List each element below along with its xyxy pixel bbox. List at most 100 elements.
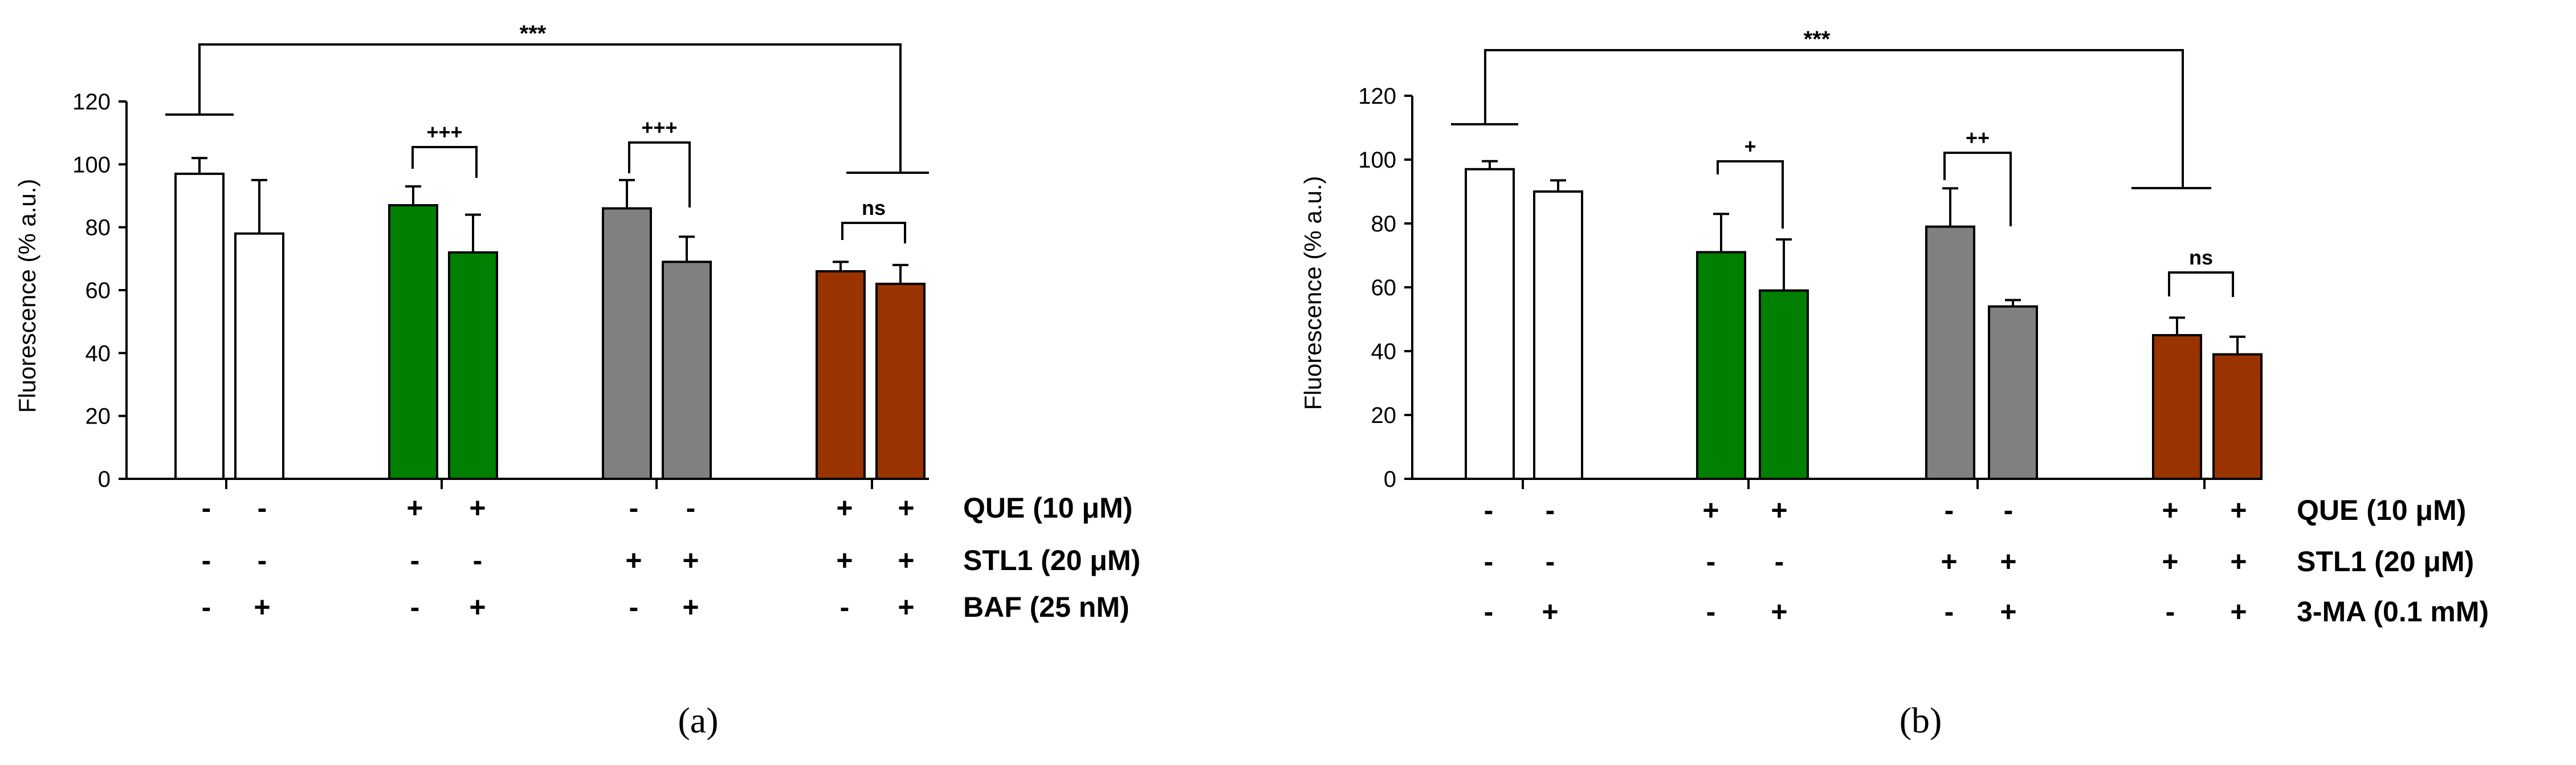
condition-sign: + [469, 591, 486, 623]
bar [2152, 334, 2202, 480]
condition-sign: - [1775, 546, 1784, 577]
condition-sign: - [410, 544, 420, 576]
y-tick-label: 60 [85, 278, 111, 303]
condition-label: 3-MA (0.1 mM) [2297, 596, 2489, 628]
overall-bracket [198, 43, 902, 173]
condition-sign: + [469, 492, 486, 524]
y-tick-label: 40 [85, 341, 111, 366]
bar [1925, 225, 1975, 480]
bar [2212, 353, 2263, 480]
condition-sign: + [1542, 596, 1558, 628]
y-tick-label: 120 [72, 89, 111, 115]
pair-significance: + [1744, 135, 1756, 158]
bar [662, 261, 712, 480]
condition-sign: - [2166, 596, 2175, 628]
bar [1465, 168, 1515, 480]
condition-label: STL1 (20 μM) [963, 544, 1140, 576]
y-tick-label: 0 [98, 467, 111, 492]
y-tick-label: 0 [1384, 467, 1396, 492]
condition-sign: - [1484, 494, 1494, 526]
condition-sign: + [2162, 546, 2178, 577]
condition-sign: - [629, 591, 639, 623]
condition-sign: + [254, 591, 270, 623]
bar [448, 251, 498, 480]
condition-sign: - [202, 492, 211, 524]
condition-sign: - [1484, 546, 1494, 577]
condition-sign: - [258, 492, 267, 524]
condition-label: BAF (25 nM) [963, 591, 1130, 623]
overall-bracket [1484, 49, 2184, 188]
panel-a: 0 20 40 60 80 100 120 Fluorescence (% a.u.) *** +… [14, 21, 1140, 740]
condition-sign: + [2000, 596, 2016, 628]
y-tick-label: 60 [1371, 275, 1397, 300]
pair-significance: ns [862, 196, 886, 219]
bar [1696, 251, 1746, 480]
condition-sign: - [2004, 494, 2013, 526]
pair-bracket [411, 146, 478, 178]
condition-sign: + [2162, 494, 2178, 526]
condition-sign: - [473, 544, 483, 576]
pair-significance: +++ [641, 116, 677, 139]
bar [875, 282, 926, 480]
condition-label: QUE (10 μM) [963, 492, 1132, 524]
condition-sign: + [2230, 494, 2247, 526]
panel-caption: (a) [678, 700, 718, 740]
y-tick-label: 120 [1358, 84, 1396, 109]
condition-sign: - [1706, 596, 1716, 628]
condition-sign: - [1706, 546, 1716, 577]
condition-sign: - [1945, 494, 1954, 526]
condition-sign: - [258, 544, 267, 576]
condition-sign: + [625, 544, 642, 576]
condition-sign: + [898, 544, 914, 576]
overall-significance: *** [520, 21, 547, 46]
pair-significance: ns [2189, 246, 2213, 269]
y-tick-label: 20 [85, 404, 111, 429]
y-axis-label: Fluorescence (% a.u.) [14, 179, 40, 413]
condition-sign: + [1941, 546, 1957, 577]
bar [1759, 289, 1809, 480]
bar [602, 207, 652, 480]
condition-label: QUE (10 μM) [2297, 494, 2466, 526]
condition-sign: - [1484, 596, 1494, 628]
panel-b: 0 20 40 60 80 100 120 Fluorescence (% a.u.) *** +… [1299, 27, 2489, 740]
pair-significance: +++ [426, 120, 462, 144]
condition-label: STL1 (20 μM) [2297, 546, 2474, 577]
pair-bracket [1717, 160, 1784, 229]
pair-significance: ++ [1966, 126, 1990, 149]
bar [388, 204, 438, 480]
condition-sign: + [898, 492, 914, 524]
pair-bracket [1943, 152, 2012, 226]
condition-sign: + [682, 591, 699, 623]
y-tick-label: 80 [1371, 211, 1397, 237]
condition-sign: - [1546, 546, 1555, 577]
condition-sign: - [686, 492, 696, 524]
y-axis-label: Fluorescence (% a.u.) [1299, 176, 1326, 410]
condition-sign: - [629, 492, 639, 524]
condition-sign: + [836, 544, 853, 576]
condition-sign: + [406, 492, 423, 524]
condition-sign: - [202, 591, 211, 623]
bar [816, 270, 866, 480]
condition-sign: + [898, 591, 914, 623]
condition-sign: - [1945, 596, 1954, 628]
y-tick-label: 100 [72, 152, 111, 177]
condition-sign: - [202, 544, 211, 576]
condition-sign: + [2230, 596, 2247, 628]
condition-sign: + [682, 544, 699, 576]
y-tick-label: 80 [85, 215, 111, 241]
condition-sign: + [1771, 494, 1787, 526]
pair-bracket [841, 222, 906, 243]
bar [174, 172, 225, 480]
bar [234, 232, 284, 480]
condition-sign: - [1546, 494, 1555, 526]
condition-sign: + [2000, 546, 2016, 577]
condition-sign: - [840, 591, 850, 623]
condition-sign: + [2230, 546, 2247, 577]
overall-significance: *** [1804, 27, 1831, 52]
pair-bracket [2168, 271, 2234, 297]
pair-bracket [628, 141, 691, 207]
y-tick-label: 100 [1358, 148, 1396, 173]
panel-caption: (b) [1900, 700, 1942, 740]
y-tick-label: 20 [1371, 403, 1397, 428]
